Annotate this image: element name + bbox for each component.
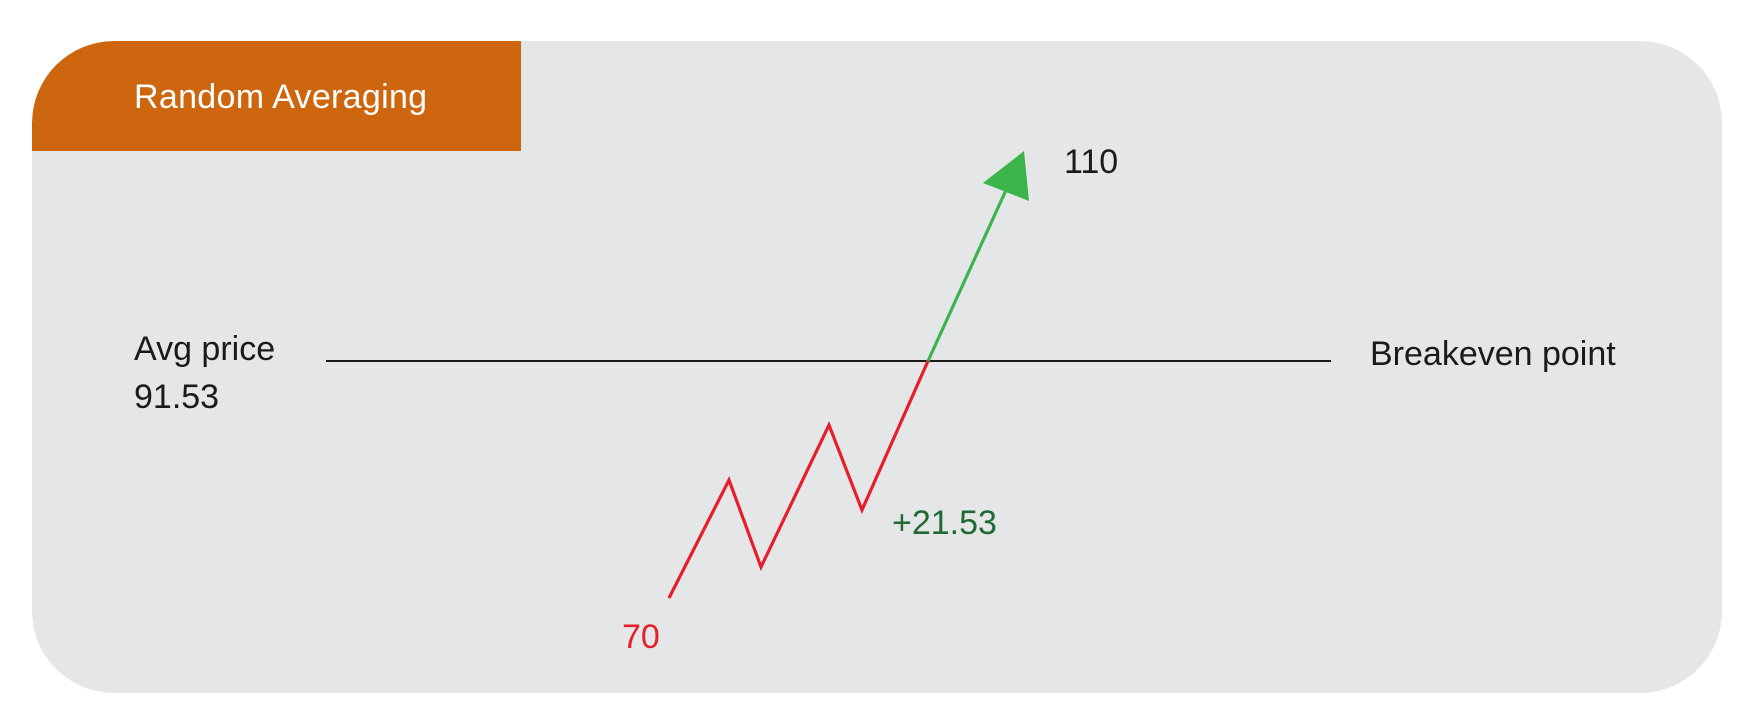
diagram-card: Random Averaging <box>32 41 1722 693</box>
diagram-title: Random Averaging <box>134 77 428 116</box>
avg-price-value: 91.53 <box>134 378 220 416</box>
title-tab: Random Averaging <box>32 41 521 151</box>
breakeven-label: Breakeven point <box>1370 335 1616 373</box>
target-price-value: 110 <box>1064 143 1119 181</box>
gain-value: +21.53 <box>892 504 997 542</box>
up-arrow-icon <box>983 151 1029 201</box>
avg-price-label: Avg price <box>134 330 276 368</box>
profit-price-path <box>926 187 1009 362</box>
loss-price-path <box>667 360 930 599</box>
start-price-value: 70 <box>622 618 660 656</box>
